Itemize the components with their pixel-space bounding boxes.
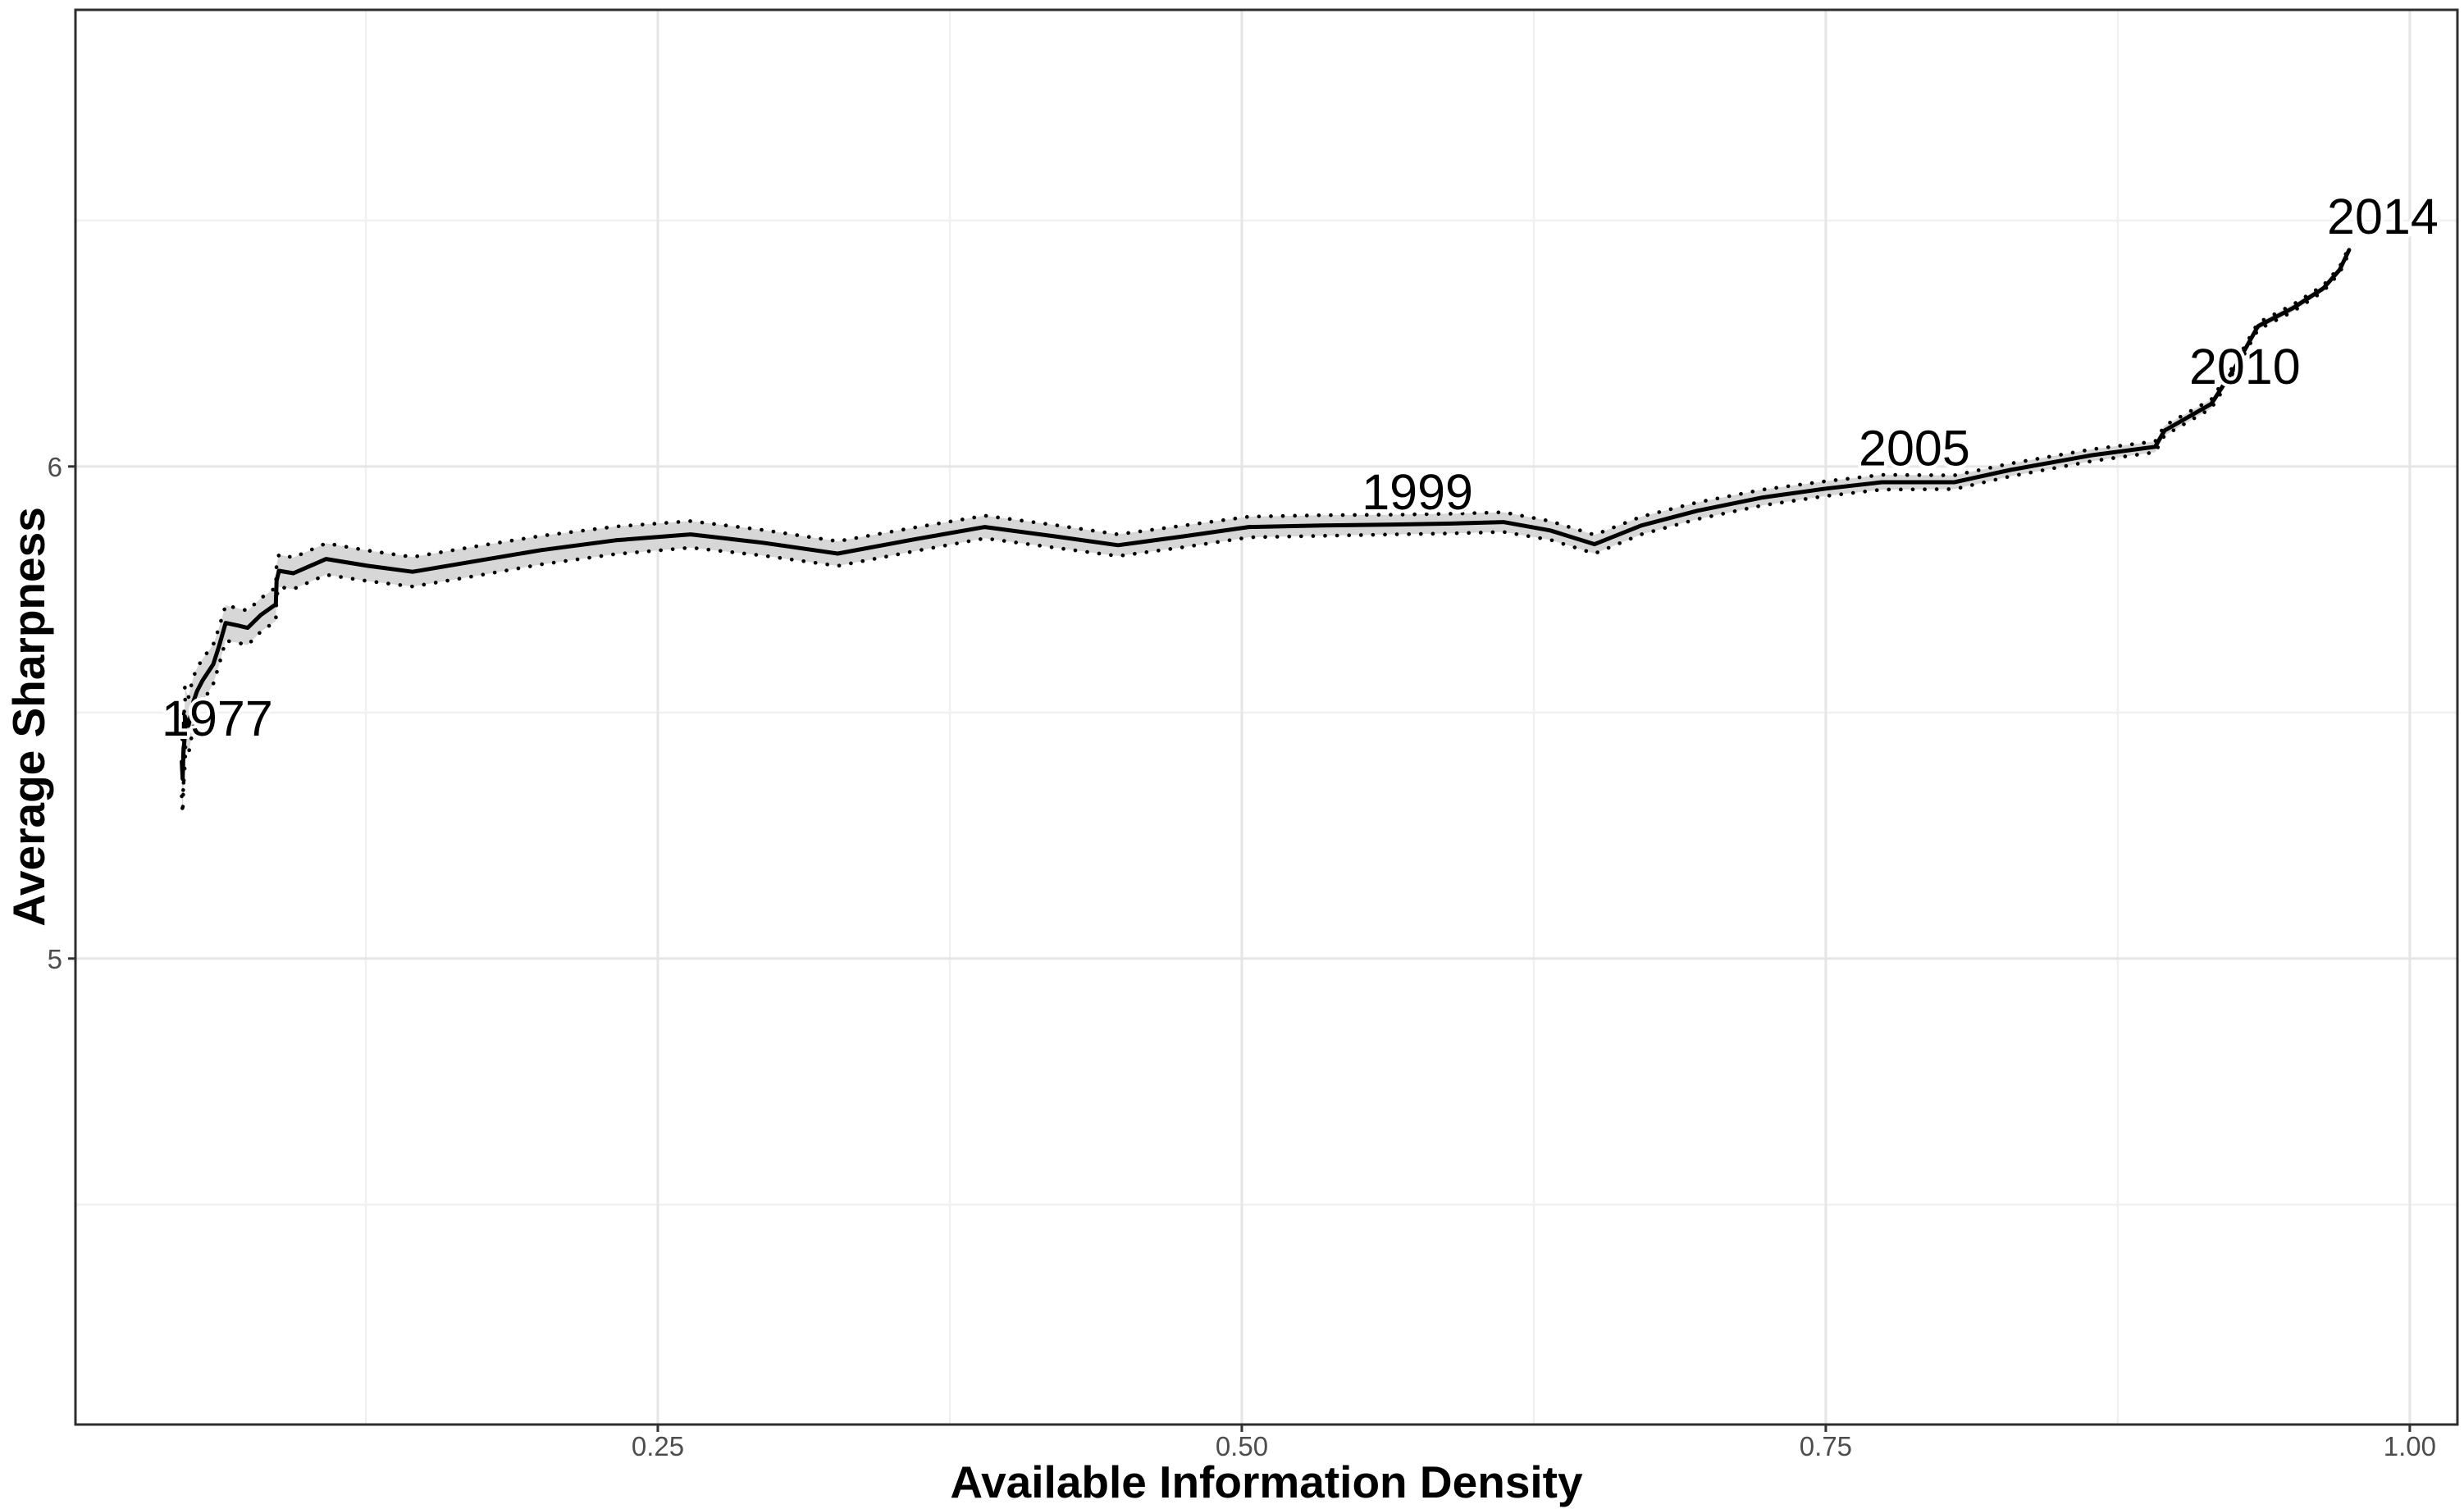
x-tick-label-1.00: 1.00 [2384, 1431, 2436, 1461]
confidence-ribbon [181, 247, 2349, 814]
year-label-1977: 1977 [162, 691, 273, 746]
x-axis-title: Available Information Density [950, 1457, 1583, 1507]
panel-border [74, 8, 2459, 1426]
ribbon-lower-edge [180, 251, 2352, 814]
data-layer [180, 244, 2352, 814]
year-label-2010: 2010 [2189, 339, 2301, 394]
year-label-2014: 2014 [2327, 189, 2439, 244]
y-tick-label-6: 6 [48, 452, 62, 482]
x-tick-label-0.50: 0.50 [1216, 1431, 1268, 1461]
annotation-layer: 1977 1999 2005 2010 2014 [158, 185, 2442, 750]
y-tick-label-5: 5 [48, 944, 62, 974]
x-tick-label-0.25: 0.25 [632, 1431, 684, 1461]
ribbon-upper-edge [180, 244, 2352, 745]
gridlines-minor [75, 10, 2457, 1425]
panel-border-layer [74, 8, 2459, 1426]
gridlines-major [75, 10, 2457, 1425]
year-label-1999: 1999 [1362, 464, 1473, 520]
axis-layer: 0.25 0.50 0.75 1.00 5 6 [48, 452, 2436, 1461]
y-axis-title: Average Sharpness [3, 507, 54, 927]
year-label-2005: 2005 [1859, 421, 1970, 476]
x-tick-label-0.75: 0.75 [1800, 1431, 1852, 1461]
trend-line [180, 248, 2352, 782]
